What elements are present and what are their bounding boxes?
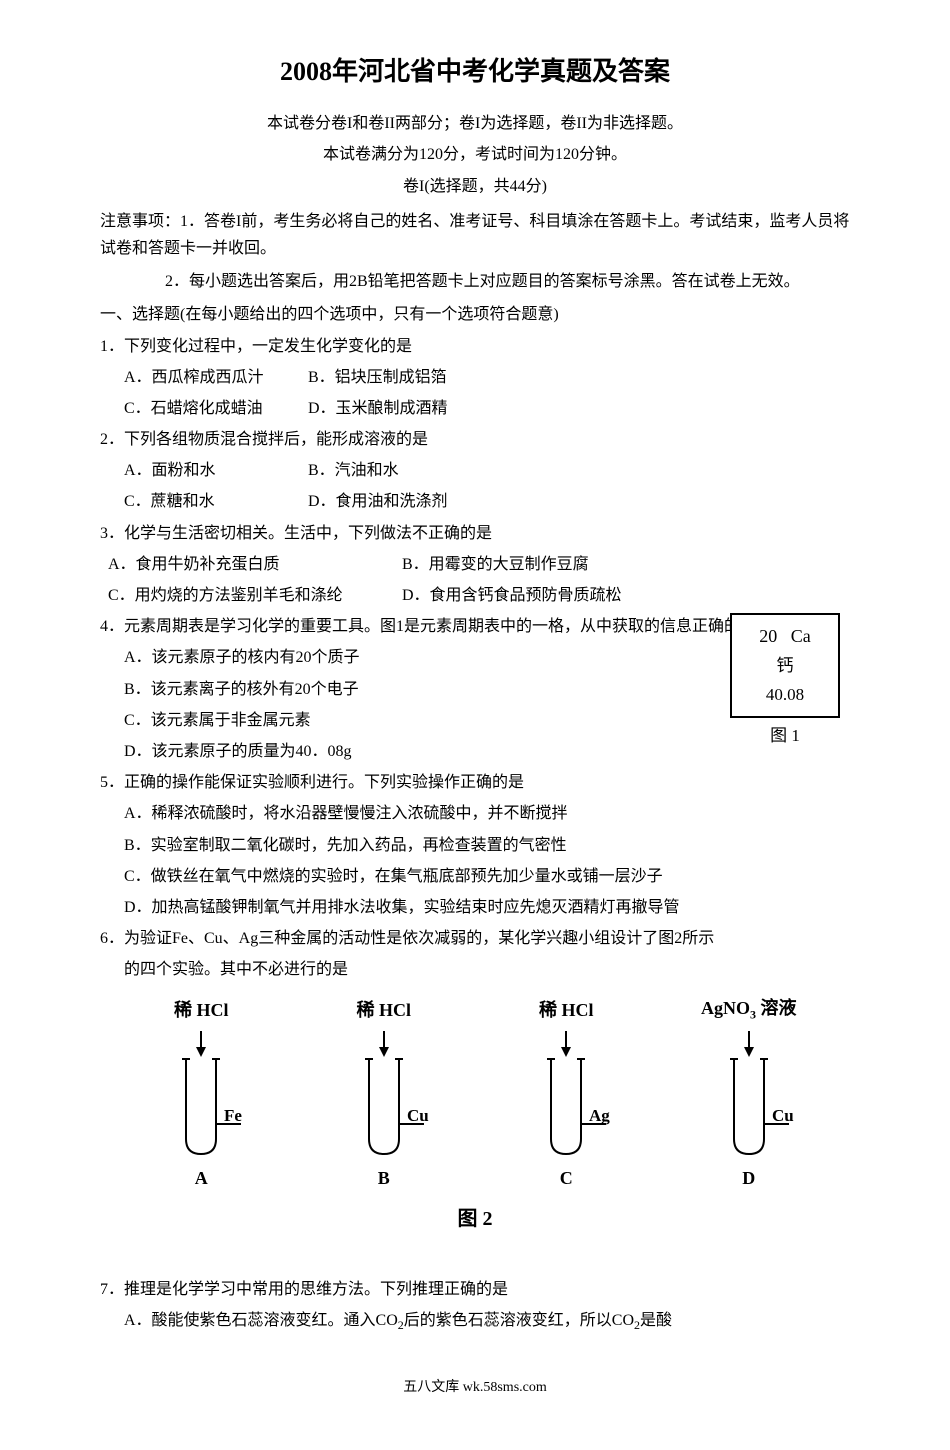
figure-2-caption: 图 2	[100, 1202, 850, 1236]
q3-options-row2: C．用灼烧的方法鉴别羊毛和涤纶 D．食用含钙食品预防骨质疏松	[100, 582, 850, 609]
q5-a: A．稀释浓硫酸时，将水沿器壁慢慢注入浓硫酸中，并不断搅拌	[100, 800, 850, 827]
q3-options-row1: A．食用牛奶补充蛋白质 B．用霉变的大豆制作豆腐	[100, 551, 850, 578]
q3-d: D．食用含钙食品预防骨质疏松	[402, 582, 692, 609]
q6-d-label: D	[694, 1163, 804, 1194]
test-tube-icon: Fe	[146, 1029, 256, 1159]
notice-block: 注意事项：1．答卷I前，考生务必将自己的姓名、准考证号、科目填涂在答题卡上。考试…	[100, 208, 850, 262]
q6-c-reagent: 稀 HCl	[511, 995, 621, 1026]
element-symbol: Ca	[791, 626, 811, 646]
q7-a: A．酸能使紫色石蕊溶液变红。通入CO2后的紫色石蕊溶液变红，所以CO2是酸	[100, 1307, 850, 1336]
q7-text: 7．推理是化学学习中常用的思维方法。下列推理正确的是	[100, 1276, 850, 1303]
q2-d: D．食用油和洗涤剂	[308, 488, 488, 515]
q2-a: A．面粉和水	[124, 457, 304, 484]
q3-b: B．用霉变的大豆制作豆腐	[402, 551, 692, 578]
notice-label: 注意事项：	[100, 213, 180, 230]
q6-b-reagent: 稀 HCl	[329, 995, 439, 1026]
test-tube-icon: Cu	[329, 1029, 439, 1159]
page-title: 2008年河北省中考化学真题及答案	[100, 50, 850, 94]
q5-b: B．实验室制取二氧化碳时，先加入药品，再检查装置的气密性	[100, 832, 850, 859]
q3-a: A．食用牛奶补充蛋白质	[108, 551, 398, 578]
q1-options-row2: C．石蜡熔化成蜡油 D．玉米酿制成酒精	[100, 395, 850, 422]
q6-c-label: C	[511, 1163, 621, 1194]
q1-d: D．玉米酿制成酒精	[308, 395, 488, 422]
notice-2: 2．每小题选出答案后，用2B铅笔把答题卡上对应题目的答案标号涂黑。答在试卷上无效…	[100, 268, 850, 295]
element-mass: 40.08	[740, 681, 830, 710]
q2-b: B．汽油和水	[308, 457, 488, 484]
page-footer: 五八文库 wk.58sms.com	[100, 1376, 850, 1400]
q6-b-label: B	[329, 1163, 439, 1194]
section-head: 一、选择题(在每小题给出的四个选项中，只有一个选项符合题意)	[100, 301, 850, 328]
q6-fig-a: 稀 HCl Fe A	[146, 995, 256, 1194]
periodic-element-box: 20 Ca 钙 40.08 图 1	[730, 613, 840, 750]
q6-fig-c: 稀 HCl Ag C	[511, 995, 621, 1194]
q1-b: B．铝块压制成铝箔	[308, 364, 488, 391]
q5-text: 5．正确的操作能保证实验顺利进行。下列实验操作正确的是	[100, 769, 850, 796]
q6-text-2: 的四个实验。其中不必进行的是	[100, 956, 850, 983]
q6-d-reagent: AgNO3 溶液	[694, 993, 804, 1025]
q1-c: C．石蜡熔化成蜡油	[124, 395, 304, 422]
element-name: 钙	[740, 652, 830, 681]
test-tube-icon: Ag	[511, 1029, 621, 1159]
q6-fig-d: AgNO3 溶液 Cu D	[694, 993, 804, 1194]
subtitle-2: 本试卷满分为120分，考试时间为120分钟。	[100, 141, 850, 168]
metal-label: Ag	[589, 1106, 610, 1125]
q2-text: 2．下列各组物质混合搅拌后，能形成溶液的是	[100, 426, 850, 453]
q4-wrap: 4．元素周期表是学习化学的重要工具。图1是元素周期表中的一格，从中获取的信息正确…	[100, 613, 850, 765]
q2-options-row2: C．蔗糖和水 D．食用油和洗涤剂	[100, 488, 850, 515]
q6-a-label: A	[146, 1163, 256, 1194]
notice-1: 1．答卷I前，考生务必将自己的姓名、准考证号、科目填涂在答题卡上。考试结束，监考…	[100, 213, 849, 257]
q6-text-1: 6．为验证Fe、Cu、Ag三种金属的活动性是依次减弱的，某化学兴趣小组设计了图2…	[100, 925, 850, 952]
element-number: 20	[759, 626, 777, 646]
q3-c: C．用灼烧的方法鉴别羊毛和涤纶	[108, 582, 398, 609]
metal-label: Fe	[224, 1106, 242, 1125]
figure-1-caption: 图 1	[730, 722, 840, 751]
q1-options-row1: A．西瓜榨成西瓜汁 B．铝块压制成铝箔	[100, 364, 850, 391]
q6-figures: 稀 HCl Fe A 稀 HCl Cu B 稀 HCl	[100, 993, 850, 1194]
q3-text: 3．化学与生活密切相关。生活中，下列做法不正确的是	[100, 520, 850, 547]
metal-label: Cu	[772, 1106, 794, 1125]
q2-c: C．蔗糖和水	[124, 488, 304, 515]
subtitle-1: 本试卷分卷I和卷II两部分；卷I为选择题，卷II为非选择题。	[100, 110, 850, 137]
test-tube-icon: Cu	[694, 1029, 804, 1159]
q2-options-row1: A．面粉和水 B．汽油和水	[100, 457, 850, 484]
q6-fig-b: 稀 HCl Cu B	[329, 995, 439, 1194]
q1-text: 1．下列变化过程中，一定发生化学变化的是	[100, 333, 850, 360]
q1-a: A．西瓜榨成西瓜汁	[124, 364, 304, 391]
q6-a-reagent: 稀 HCl	[146, 995, 256, 1026]
section-title: 卷I(选择题，共44分)	[100, 173, 850, 200]
metal-label: Cu	[407, 1106, 429, 1125]
q5-d: D．加热高锰酸钾制氧气并用排水法收集，实验结束时应先熄灭酒精灯再撤导管	[100, 894, 850, 921]
q5-c: C．做铁丝在氧气中燃烧的实验时，在集气瓶底部预先加少量水或铺一层沙子	[100, 863, 850, 890]
